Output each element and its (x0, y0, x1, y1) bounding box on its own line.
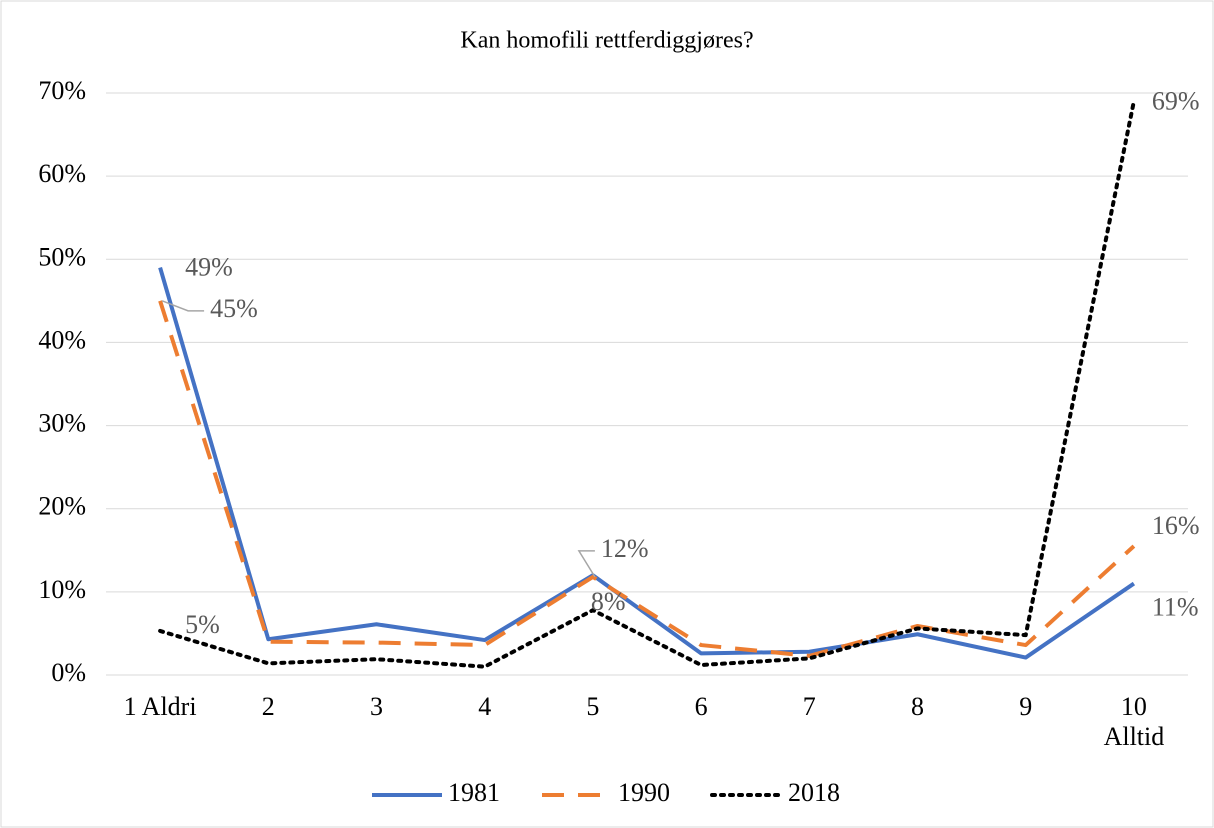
data-label: 69% (1152, 86, 1200, 115)
x-tick-label: 10 Alltid (1104, 692, 1165, 751)
y-tick-label: 30% (38, 409, 86, 438)
x-tick-label: 6 (695, 692, 708, 721)
x-tick-label: 5 (586, 692, 599, 721)
y-tick-label: 0% (51, 658, 86, 687)
legend-label: 1981 (448, 778, 500, 807)
data-label: 49% (185, 253, 233, 282)
legend-label: 2018 (788, 778, 840, 807)
y-tick-label: 40% (38, 325, 86, 354)
y-tick-label: 20% (38, 492, 86, 521)
data-label: 8% (591, 587, 626, 616)
y-tick-label: 60% (38, 159, 86, 188)
x-tick-label: 7 (803, 692, 816, 721)
y-tick-label: 70% (38, 76, 86, 105)
series-line (158, 300, 1136, 658)
y-tick-label: 10% (38, 575, 86, 604)
x-tick-label: 4 (478, 692, 491, 721)
chart-title: Kan homofili rettferdiggjøres? (460, 28, 753, 54)
data-label: 45% (210, 294, 258, 323)
x-tick-label: 8 (911, 692, 924, 721)
x-tick-label-line: 10 (1121, 692, 1147, 721)
x-tick-label: 9 (1019, 692, 1032, 721)
x-tick-label-line: Alltid (1104, 722, 1165, 751)
x-tick-label: 3 (370, 692, 383, 721)
data-label: 12% (601, 534, 649, 563)
data-label: 16% (1152, 511, 1200, 540)
leader-line (161, 300, 205, 312)
x-tick-label: 1 Aldri (124, 692, 197, 721)
series-line (158, 267, 1136, 660)
data-label: 5% (185, 610, 220, 639)
x-tick-label: 2 (262, 692, 275, 721)
series-line (158, 99, 1136, 669)
data-label: 11% (1152, 593, 1199, 622)
y-tick-label: 50% (38, 242, 86, 271)
legend-label: 1990 (618, 778, 670, 807)
leader-line (577, 550, 596, 578)
